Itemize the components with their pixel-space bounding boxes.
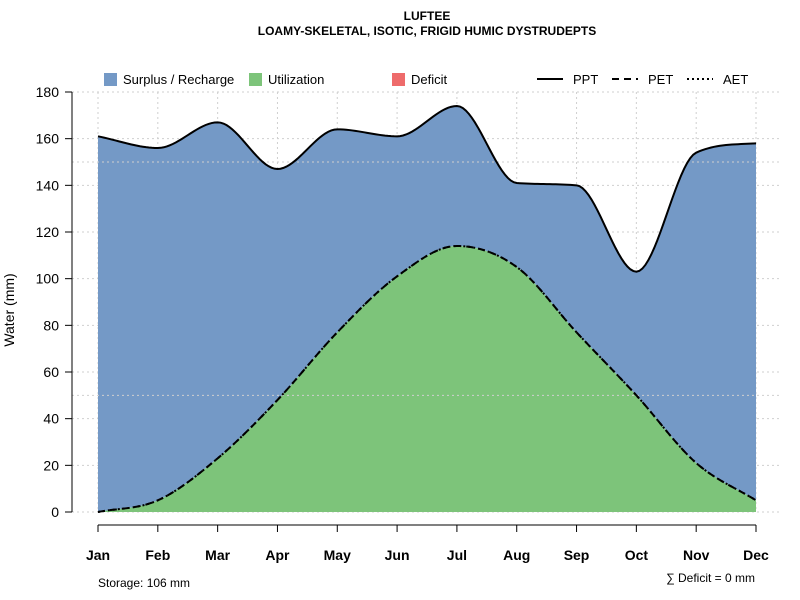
deficit-annotation: ∑ Deficit = 0 mm — [666, 571, 755, 585]
area-surplus-recharge — [98, 106, 756, 512]
y-tick-label: 100 — [36, 271, 60, 287]
legend-label-utilization: Utilization — [268, 72, 324, 87]
chart-subtitle: LOAMY-SKELETAL, ISOTIC, FRIGID HUMIC DYS… — [258, 24, 596, 38]
area-utilization — [98, 246, 756, 512]
x-tick-label: Jun — [385, 547, 410, 563]
y-tick-label: 140 — [36, 177, 60, 193]
chart-title: LUFTEE — [404, 9, 451, 23]
axes: 0 20 40 60 80 100 120 140 160 180 Jan Feb Mar Apr May J… — [36, 84, 769, 563]
legend-label-deficit: Deficit — [411, 72, 448, 87]
x-tick-label: Feb — [145, 547, 170, 563]
x-tick-label: Sep — [564, 547, 590, 563]
x-tick-label: Jan — [86, 547, 110, 563]
legend-label-aet: AET — [723, 72, 748, 87]
series-line-ppt — [97, 104, 757, 273]
legend-label-surplus: Surplus / Recharge — [123, 72, 234, 87]
reference-lines — [72, 161, 782, 396]
y-tick-label: 40 — [43, 411, 59, 427]
x-tick-label: Apr — [265, 547, 290, 563]
legend-swatch-utilization — [249, 73, 262, 86]
y-axis-label: Water (mm) — [1, 273, 17, 346]
area-layer — [98, 106, 756, 512]
y-tick-label: 0 — [51, 504, 59, 520]
series-line-pet — [97, 244, 757, 513]
x-tick-label: May — [324, 547, 351, 563]
storage-annotation: Storage: 106 mm — [98, 576, 190, 590]
x-tick-label: Oct — [625, 547, 649, 563]
x-tick-label: Jul — [447, 547, 467, 563]
legend-label-pet: PET — [648, 72, 673, 87]
legend-label-ppt: PPT — [573, 72, 598, 87]
y-tick-label: 120 — [36, 224, 60, 240]
series-lines — [97, 104, 757, 513]
x-tick-label: Nov — [683, 547, 710, 563]
y-tick-label: 80 — [43, 317, 59, 333]
x-tick-label: Dec — [743, 547, 769, 563]
y-tick-label: 180 — [36, 84, 60, 100]
y-tick-label: 20 — [43, 457, 59, 473]
x-tick-label: Mar — [205, 547, 230, 563]
legend-swatch-surplus — [104, 73, 117, 86]
legend: Surplus / Recharge Utilization Deficit P… — [104, 72, 748, 87]
legend-swatch-deficit — [392, 73, 405, 86]
x-tick-label: Aug — [503, 547, 530, 563]
y-tick-label: 160 — [36, 131, 60, 147]
y-tick-label: 60 — [43, 364, 59, 380]
